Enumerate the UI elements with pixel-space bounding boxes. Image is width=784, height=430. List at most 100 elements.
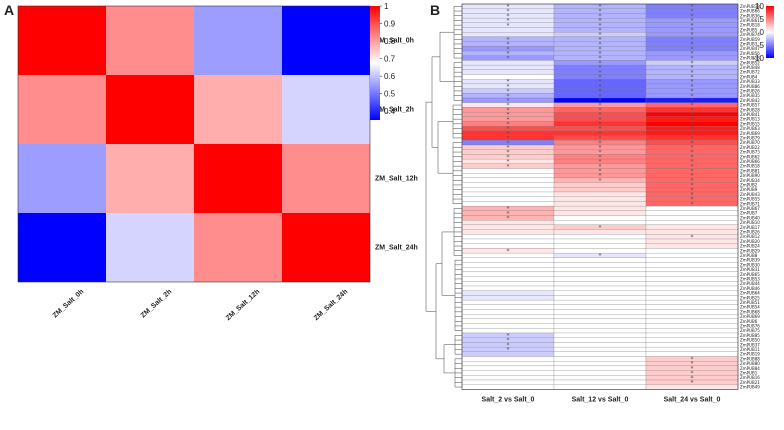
heatmap-a-cell bbox=[106, 213, 194, 282]
heatmap-b-cell bbox=[461, 379, 555, 385]
heatmap-b-significance-mark: * bbox=[599, 149, 602, 156]
heatmap-b-significance-mark: * bbox=[599, 18, 602, 25]
heatmap-b-significance-mark: * bbox=[691, 41, 694, 48]
heatmap-b-significance-mark: * bbox=[507, 210, 510, 217]
heatmap-b-cell bbox=[461, 370, 555, 376]
heatmap-b-significance-mark: * bbox=[691, 380, 694, 387]
heatmap-b-cell bbox=[461, 375, 555, 381]
heatmap-b-dendrogram bbox=[425, 6, 462, 388]
heatmap-b-gene-label: ZmPUB85 bbox=[740, 333, 760, 338]
heatmap-a-cell bbox=[106, 144, 194, 213]
heatmap-b-significance-mark: * bbox=[599, 79, 602, 86]
heatmap-b-cell bbox=[645, 243, 739, 249]
heatmap-b-gene-label: ZmPUB24 bbox=[740, 244, 760, 249]
heatmap-b-significance-mark: * bbox=[507, 79, 510, 86]
heatmap-b-significance-mark: * bbox=[507, 55, 510, 62]
heatmap-b-gene-label: ZmPUB17 bbox=[740, 225, 760, 230]
heatmap-a-cell bbox=[194, 144, 282, 213]
heatmap-b-gene-label: ZmPUB76 bbox=[740, 324, 760, 329]
heatmap-b-significance-mark: * bbox=[691, 4, 694, 11]
heatmap-a-cell bbox=[106, 75, 194, 144]
heatmap-b-gene-label: ZmPUB69 bbox=[740, 314, 760, 319]
heatmap-b-gene-label: ZmPUB70 bbox=[740, 140, 760, 145]
colorbar-a-tick-label: 0.6 bbox=[384, 72, 396, 81]
heatmap-a-cell bbox=[194, 75, 282, 144]
heatmap-b-gene-label: ZmPUB61 bbox=[740, 18, 760, 23]
heatmap-b-gene-label: ZmPUB66 bbox=[740, 159, 760, 164]
heatmap-b-significance-mark: * bbox=[691, 163, 694, 170]
heatmap-b-cell bbox=[553, 238, 647, 244]
heatmap-b-significance-mark: * bbox=[507, 342, 510, 349]
colorbar-a-tick-label: 0.7 bbox=[384, 55, 396, 64]
heatmap-b-cell bbox=[645, 332, 739, 338]
heatmap-b-cell bbox=[553, 295, 647, 301]
colorbar-b bbox=[766, 6, 774, 58]
heatmap-b-significance-mark: * bbox=[691, 370, 694, 377]
heatmap-b-cell bbox=[645, 224, 739, 230]
heatmap-b-significance-mark: * bbox=[691, 361, 694, 368]
heatmap-b-significance-mark: * bbox=[691, 154, 694, 161]
heatmap-a-row-label: ZM_Salt_2h bbox=[375, 107, 414, 114]
heatmap-b-significance-mark: * bbox=[507, 4, 510, 11]
heatmap-b-gene-label: ZmPUB34 bbox=[740, 178, 760, 183]
heatmap-b-significance-mark: * bbox=[507, 36, 510, 43]
heatmap-b-significance-mark: * bbox=[507, 333, 510, 340]
heatmap-b-cell bbox=[645, 314, 739, 320]
heatmap-b-gene-label: ZmPUB13 bbox=[740, 117, 760, 122]
heatmap-b-significance-mark: * bbox=[599, 22, 602, 29]
heatmap-b-cell bbox=[461, 187, 555, 193]
heatmap-b-gene-label: ZmPUB6 bbox=[740, 319, 758, 324]
heatmap-b-significance-mark: * bbox=[507, 51, 510, 58]
heatmap-b-significance-mark: * bbox=[599, 253, 602, 260]
heatmap-b-significance-mark: * bbox=[507, 145, 510, 152]
heatmap-b-cell bbox=[461, 281, 555, 287]
heatmap-b-cell bbox=[553, 342, 647, 348]
heatmap-b-significance-mark: * bbox=[691, 116, 694, 123]
heatmap-b-cell bbox=[553, 328, 647, 334]
heatmap-a-cell bbox=[282, 144, 370, 213]
heatmap-b-significance-mark: * bbox=[599, 177, 602, 184]
heatmap-b-cell bbox=[645, 290, 739, 296]
heatmap-a-cell bbox=[282, 6, 370, 75]
heatmap-b-cell bbox=[553, 379, 647, 385]
heatmap-b-cell bbox=[553, 243, 647, 249]
heatmap-b-significance-mark: * bbox=[507, 163, 510, 170]
heatmap-b-gene-label: ZmPUB67 bbox=[740, 206, 760, 211]
heatmap-b-significance-mark: * bbox=[691, 168, 694, 175]
heatmap-b-gene-label: ZmPUB84 bbox=[740, 366, 760, 371]
heatmap-b-significance-mark: * bbox=[507, 93, 510, 100]
heatmap-b-significance-mark: * bbox=[507, 107, 510, 114]
heatmap-b-significance-mark: * bbox=[507, 135, 510, 142]
heatmap-b-cell bbox=[645, 346, 739, 352]
heatmap-b-cell bbox=[461, 271, 555, 277]
heatmap-b-significance-mark: * bbox=[507, 116, 510, 123]
heatmap-b-significance-mark: * bbox=[691, 79, 694, 86]
heatmap-b-significance-mark: * bbox=[599, 102, 602, 109]
heatmap-b-cell bbox=[553, 375, 647, 381]
heatmap-b-significance-mark: * bbox=[599, 98, 602, 105]
colorbar-a-tick-label: 1 bbox=[384, 2, 389, 11]
heatmap-b-cell bbox=[461, 323, 555, 329]
heatmap-b-cell bbox=[645, 248, 739, 254]
heatmap-b-cell bbox=[461, 238, 555, 244]
colorbar-b-tick-label: 10 bbox=[755, 2, 764, 11]
heatmap-b-significance-mark: * bbox=[599, 130, 602, 137]
heatmap-b-cell bbox=[461, 384, 555, 390]
heatmap-b-significance-mark: * bbox=[507, 126, 510, 133]
heatmap-b-gene-label: ZmPUB15 bbox=[740, 121, 760, 126]
heatmap-b-gene-label: ZmPUB58 bbox=[740, 56, 760, 61]
heatmap-b-gene-label: ZmPUB47 bbox=[740, 46, 760, 51]
heatmap-a-row-label: ZM_Salt_12h bbox=[375, 176, 418, 183]
heatmap-b-cell bbox=[645, 337, 739, 343]
heatmap-b-significance-mark: * bbox=[691, 140, 694, 147]
heatmap-b-significance-mark: * bbox=[507, 18, 510, 25]
heatmap-b-gene-label: ZmPUB57 bbox=[740, 103, 760, 108]
heatmap-b-gene-label: ZmPUB18 bbox=[740, 164, 760, 169]
heatmap-a-cell bbox=[18, 75, 106, 144]
heatmap-b-cell bbox=[553, 205, 647, 211]
heatmap-b-gene-label: ZmPUB86 bbox=[740, 84, 760, 89]
heatmap-b-gene-label: ZmPUB7 bbox=[740, 211, 758, 216]
heatmap-b-cell bbox=[553, 234, 647, 240]
heatmap-b-significance-mark: * bbox=[507, 347, 510, 354]
heatmap-a-cell bbox=[194, 213, 282, 282]
